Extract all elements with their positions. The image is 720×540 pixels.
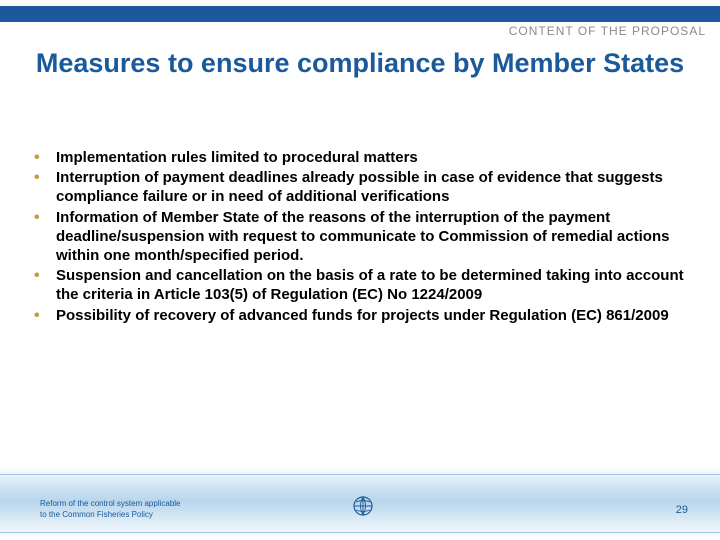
bullet-list: Implementation rules limited to procedur… — [30, 148, 690, 326]
section-header-label: CONTENT OF THE PROPOSAL — [509, 24, 706, 38]
footer-line2: to the Common Fisheries Policy — [40, 510, 153, 519]
footer-line — [0, 474, 720, 475]
list-item: Possibility of recovery of advanced fund… — [30, 306, 690, 325]
footer-text: Reform of the control system applicable … — [40, 499, 181, 520]
footer-line — [0, 532, 720, 533]
slide: CONTENT OF THE PROPOSAL Measures to ensu… — [0, 0, 720, 540]
list-item: Information of Member State of the reaso… — [30, 208, 690, 266]
list-item: Suspension and cancellation on the basis… — [30, 266, 690, 304]
footer-line1: Reform of the control system applicable — [40, 499, 181, 508]
page-title: Measures to ensure compliance by Member … — [0, 48, 720, 79]
list-item: Implementation rules limited to procedur… — [30, 148, 690, 167]
top-bar — [0, 6, 720, 22]
page-number: 29 — [676, 504, 688, 516]
globe-icon — [352, 495, 374, 522]
list-item: Interruption of payment deadlines alread… — [30, 168, 690, 206]
